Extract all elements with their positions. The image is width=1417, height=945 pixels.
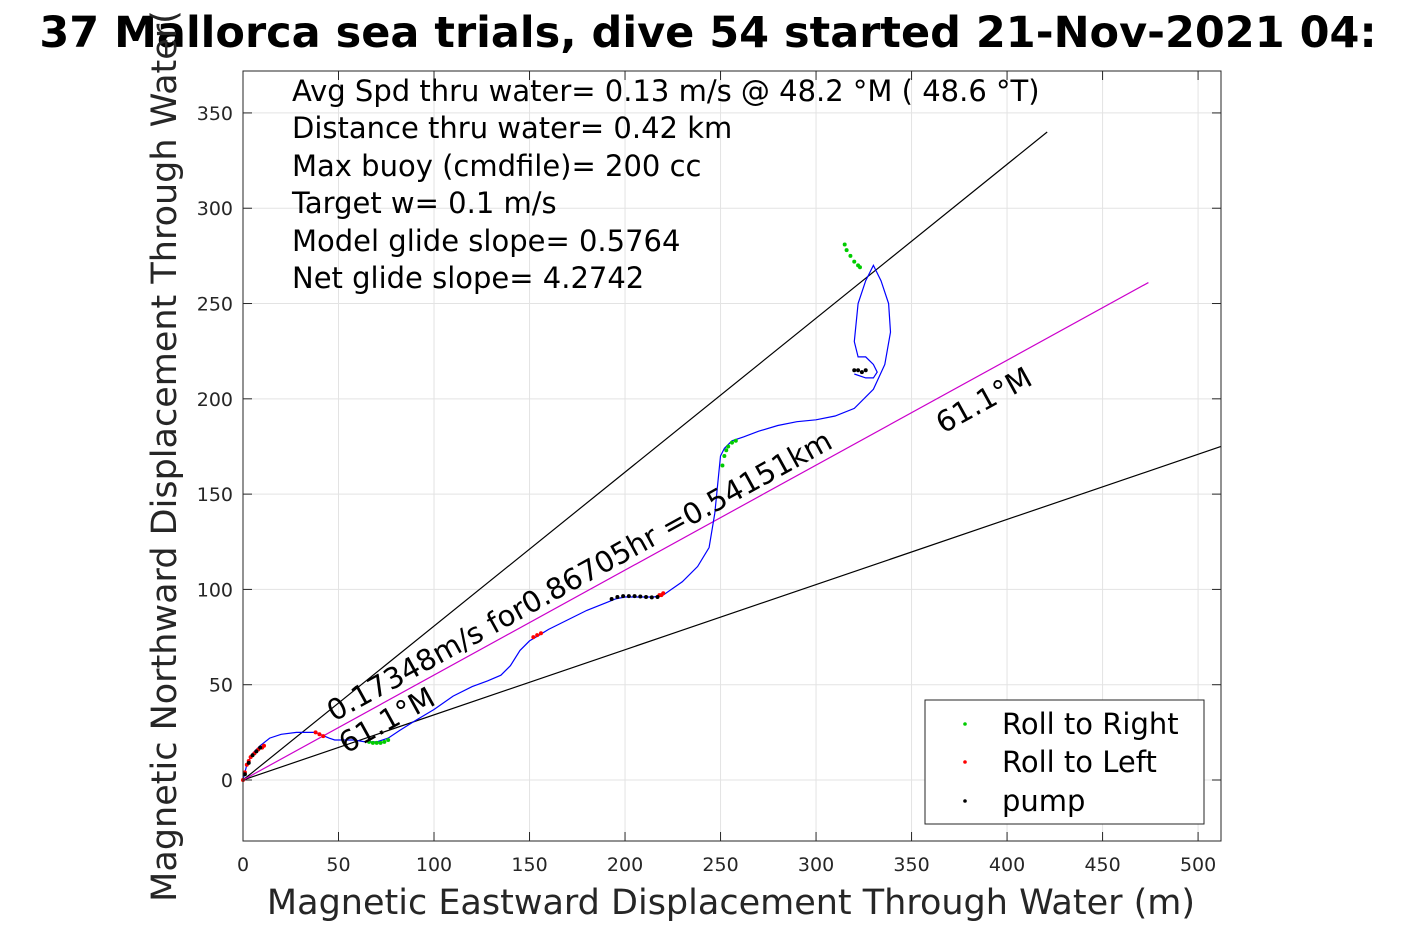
y-tick-label: 150 <box>197 484 233 506</box>
data-point-pump <box>250 753 255 758</box>
data-point-roll-to-left <box>535 633 540 638</box>
data-point-roll-to-left <box>538 631 543 636</box>
x-tick-label: 250 <box>702 854 738 876</box>
data-point-pump <box>638 594 643 599</box>
data-series <box>241 242 892 783</box>
data-point-roll-to-right <box>844 248 849 253</box>
x-tick-label: 400 <box>989 854 1025 876</box>
data-point-roll-to-right <box>378 740 383 745</box>
x-tick-label: 500 <box>1180 854 1216 876</box>
data-point-roll-to-right <box>733 438 738 443</box>
legend-marker-roll-right <box>963 722 967 726</box>
data-point-roll-to-right <box>722 454 727 458</box>
data-point-roll-to-right <box>386 737 391 742</box>
stat-net-glide: Net glide slope= 4.2742 <box>292 261 644 295</box>
y-tick-label: 250 <box>197 294 233 316</box>
data-point-roll-to-right <box>730 440 734 445</box>
x-tick-label: 450 <box>1084 854 1120 876</box>
data-point-roll-to-right <box>726 444 731 449</box>
data-point-roll-to-left <box>262 743 267 748</box>
data-point-roll-to-right <box>857 265 862 270</box>
axis-ticks: 0 50 100 150 200 250 300 350 400 450 500 0 50 100 150 2… <box>197 71 1221 876</box>
data-point-pump <box>644 595 649 600</box>
legend-marker-roll-left <box>963 760 967 764</box>
data-point-pump <box>626 594 631 599</box>
x-tick-label: 350 <box>893 854 929 876</box>
data-point-roll-to-right <box>848 253 853 258</box>
legend-label-roll-left: Roll to Left <box>1002 745 1157 779</box>
data-point-pump <box>246 760 251 765</box>
data-point-pump <box>258 745 263 750</box>
legend-label-roll-right: Roll to Right <box>1002 707 1179 741</box>
stat-avg-speed: Avg Spd thru water= 0.13 m/s @ 48.2 °M (… <box>292 74 1040 108</box>
reference-line-net-heading <box>242 282 1149 781</box>
y-tick-label: 0 <box>221 770 233 792</box>
data-point-roll-to-right <box>367 739 372 744</box>
data-point-pump <box>621 594 626 599</box>
y-tick-label: 200 <box>197 389 233 411</box>
data-point-roll-to-right <box>382 739 387 744</box>
data-point-roll-to-left <box>661 591 666 596</box>
stat-max-buoy: Max buoy (cmdfile)= 200 cc <box>292 149 701 183</box>
y-tick-label: 50 <box>209 675 233 697</box>
grid <box>242 71 1221 841</box>
chart-title: 37 Mallorca sea trials, dive 54 started … <box>39 8 1376 58</box>
x-tick-label: 300 <box>798 854 834 876</box>
data-point-roll-to-right <box>842 242 847 247</box>
data-point-roll-to-right <box>724 448 729 453</box>
reference-lines <box>242 131 1222 781</box>
data-point-pump <box>655 595 660 600</box>
data-point-roll-to-right <box>720 463 725 468</box>
x-tick-label: 0 <box>237 854 249 876</box>
y-tick-label: 300 <box>197 198 233 220</box>
x-tick-label: 100 <box>416 854 452 876</box>
data-point-pump <box>859 370 864 375</box>
legend-label-pump: pump <box>1002 784 1085 818</box>
y-tick-label: 100 <box>197 579 233 601</box>
data-point-pump <box>254 749 259 754</box>
data-point-pump <box>856 368 861 373</box>
legend-marker-pump <box>963 799 967 803</box>
stats-text-block: Avg Spd thru water= 0.13 m/s @ 48.2 °M (… <box>291 74 1040 295</box>
data-point-roll-to-right <box>374 740 379 745</box>
stat-target-w: Target w= 0.1 m/s <box>291 186 557 220</box>
data-point-pump <box>632 594 637 599</box>
data-point-pump <box>609 596 614 601</box>
data-point-pump <box>649 595 654 600</box>
x-tick-label: 200 <box>607 854 643 876</box>
data-point-pump <box>863 368 868 373</box>
data-point-pump <box>852 368 857 373</box>
data-point-pump <box>615 595 620 600</box>
y-tick-label: 350 <box>197 103 233 125</box>
legend: Roll to Right Roll to Left pump <box>924 699 1205 825</box>
data-point-roll-to-right <box>370 740 375 745</box>
stat-model-glide: Model glide slope= 0.5764 <box>292 224 680 258</box>
data-point-roll-to-left <box>531 635 536 640</box>
data-point-pump <box>242 772 247 777</box>
legend-box <box>924 699 1205 825</box>
x-axis-label: Magnetic Eastward Displacement Through W… <box>267 883 1195 923</box>
data-point-roll-to-left <box>313 730 318 735</box>
data-point-roll-to-right <box>852 259 857 264</box>
y-axis-label: Magnetic Northward Displacement Through … <box>145 10 185 902</box>
reference-line-upper-bound <box>242 131 1048 781</box>
stat-distance: Distance thru water= 0.42 km <box>292 111 732 145</box>
x-tick-label: 150 <box>511 854 547 876</box>
x-tick-label: 50 <box>326 854 350 876</box>
axes-frame <box>242 70 1222 842</box>
reference-line-lower-bound <box>242 445 1222 781</box>
data-point-roll-to-left <box>321 734 326 739</box>
data-point-roll-to-left <box>317 732 322 737</box>
